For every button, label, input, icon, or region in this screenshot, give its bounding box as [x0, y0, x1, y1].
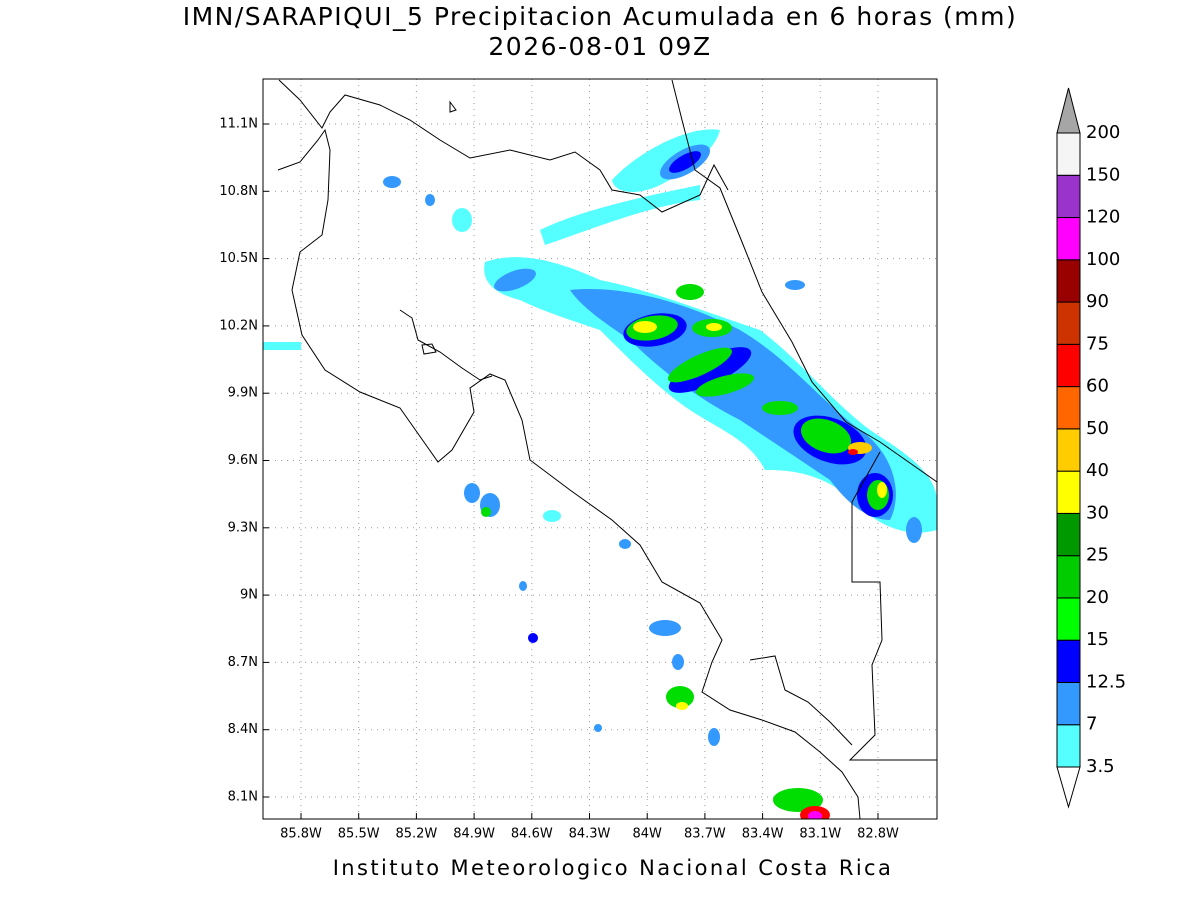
footer: Instituto Meteorologico Nacional Costa R… — [333, 856, 894, 880]
title: IMN/SARAPIQUI_5 Precipitacion Acumulada … — [183, 2, 1018, 31]
lat-label: 9.6N — [228, 453, 258, 468]
colorbar-label: 90 — [1086, 291, 1109, 312]
colorbar-label: 3.5 — [1086, 756, 1115, 777]
colorbar-label: 12.5 — [1086, 671, 1126, 692]
lon-label: 85.5W — [338, 827, 380, 842]
colorbar-box — [1056, 259, 1081, 303]
colorbar-box — [1056, 174, 1081, 219]
colorbar-label: 15 — [1086, 629, 1109, 650]
lon-label: 84.3W — [569, 827, 611, 842]
colorbar-label: 60 — [1086, 376, 1109, 397]
lon-label: 83.1W — [799, 827, 841, 842]
colorbar-label: 25 — [1086, 545, 1109, 566]
lat-label: 10.2N — [219, 318, 258, 333]
subtitle: 2026-08-01 09Z — [488, 32, 711, 61]
colorbar-label: 75 — [1086, 333, 1109, 354]
colorbar-box — [1056, 301, 1081, 345]
lon-label: 83.4W — [742, 827, 784, 842]
lat-label: 9.9N — [228, 386, 258, 401]
colorbar-box — [1056, 597, 1081, 641]
lon-label: 84W — [632, 827, 662, 842]
colorbar-box — [1056, 724, 1081, 768]
colorbar-box — [1056, 386, 1081, 430]
lat-label: 10.8N — [219, 184, 258, 199]
colorbar-box — [1056, 343, 1081, 388]
lon-label: 82.8W — [857, 827, 899, 842]
colorbar-box — [1056, 217, 1081, 261]
lon-label: 83.7W — [684, 827, 726, 842]
colorbar-label: 50 — [1086, 418, 1109, 439]
colorbar-high-arrow — [1056, 87, 1081, 134]
colorbar-box — [1056, 132, 1081, 176]
colorbar-label: 120 — [1086, 207, 1120, 228]
lat-label: 10.5N — [219, 251, 258, 266]
colorbar-label: 100 — [1086, 249, 1120, 270]
colorbar-box — [1056, 681, 1081, 726]
lon-label: 84.6W — [511, 827, 553, 842]
lat-label: 8.7N — [228, 655, 258, 670]
colorbar-label: 150 — [1086, 164, 1120, 185]
colorbar-label: 7 — [1086, 714, 1097, 735]
colorbar-box — [1056, 555, 1081, 599]
lon-label: 85.8W — [280, 827, 322, 842]
colorbar-label: 20 — [1086, 587, 1109, 608]
colorbar-label: 30 — [1086, 502, 1109, 523]
colorbar-box — [1056, 512, 1081, 557]
lat-label: 8.4N — [228, 722, 258, 737]
precipitation — [263, 129, 937, 819]
colorbar-label: 200 — [1086, 122, 1120, 143]
lon-label: 84.9W — [453, 827, 495, 842]
lat-label: 9.3N — [228, 520, 258, 535]
colorbar-box — [1056, 639, 1081, 683]
lon-label: 85.2W — [395, 827, 437, 842]
colorbar-box — [1056, 428, 1081, 472]
coastlines — [277, 79, 937, 819]
colorbar-box — [1056, 470, 1081, 514]
colorbar-label: 40 — [1086, 460, 1109, 481]
map-frame — [262, 78, 938, 820]
lat-label: 11.1N — [219, 117, 258, 132]
lat-label: 8.1N — [228, 790, 258, 805]
colorbar: 3.5 7 12.5 15 20 25 30 40 50 60 75 90 100 120 150 200 — [1056, 87, 1126, 809]
colorbar-low-arrow — [1056, 766, 1081, 809]
lat-label: 9N — [240, 588, 258, 603]
